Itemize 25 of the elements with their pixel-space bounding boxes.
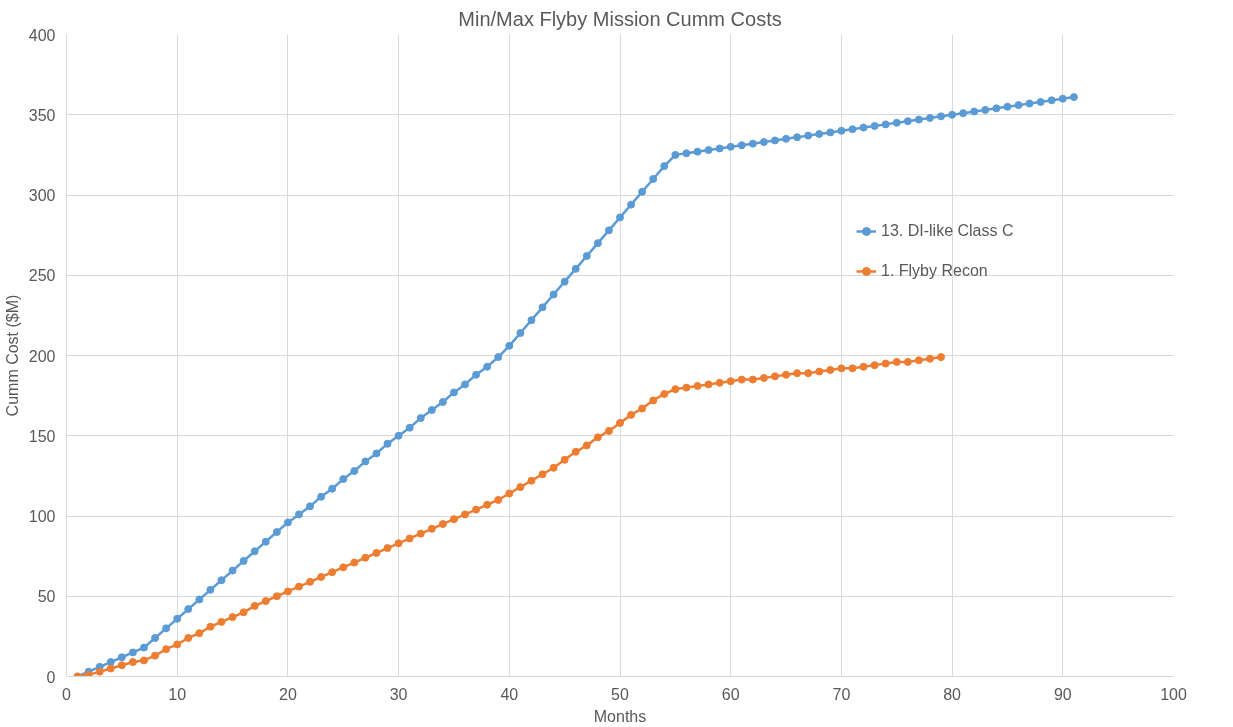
x-tick-label: 80: [943, 685, 962, 703]
x-axis-title: Months: [593, 707, 647, 725]
x-tick-label: 40: [500, 685, 519, 703]
x-tick-label: 90: [1053, 685, 1072, 703]
chart-title: Min/Max Flyby Mission Cumm Costs: [458, 7, 782, 30]
y-tick-label: 200: [28, 347, 56, 365]
y-tick-label: 100: [28, 508, 56, 525]
legend-label: 13. DI-like Class C: [881, 222, 1014, 240]
x-tick-label: 60: [721, 685, 740, 703]
x-tick-label: 100: [1160, 685, 1187, 703]
x-tick-label: 10: [168, 685, 187, 703]
legend-label: 1. Flyby Recon: [881, 262, 988, 280]
x-tick-label: 50: [611, 685, 629, 703]
y-tick-label: 250: [28, 267, 56, 285]
y-tick-label: 400: [28, 26, 56, 44]
x-tick-label: 30: [389, 685, 408, 703]
x-tick-label: 0: [62, 685, 72, 703]
y-tick-label: 150: [28, 427, 56, 445]
y-tick-label: 300: [28, 187, 56, 204]
y-tick-label: 50: [37, 588, 56, 606]
y-axis-title: Cumm Cost ($M): [3, 294, 21, 417]
x-tick-label: 70: [832, 685, 851, 703]
y-tick-label: 350: [28, 106, 56, 124]
y-tick-label: 0: [46, 668, 56, 686]
x-tick-label: 20: [279, 685, 297, 703]
